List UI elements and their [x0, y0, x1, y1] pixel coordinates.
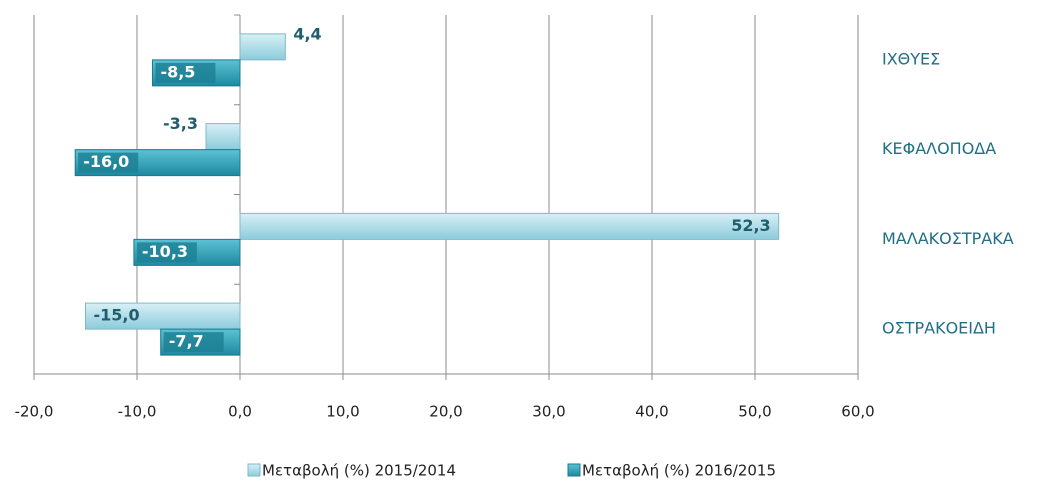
legend-label: Μεταβολή (%) 2015/2014: [262, 462, 456, 480]
data-label-bg: [155, 62, 216, 83]
data-label: -10,3: [142, 242, 188, 261]
data-label-bg: [163, 332, 224, 353]
category-label: ΙΧΘΥΕΣ: [882, 49, 940, 68]
category-label: ΚΕΦΑΛΟΠΟΔΑ: [882, 139, 996, 158]
category-label: ΟΣΤΡΑΚΟΕΙΔΗ: [882, 319, 996, 338]
x-tick-label: -20,0: [15, 403, 54, 421]
data-label: -16,0: [83, 152, 129, 171]
x-tick-label: 50,0: [738, 403, 771, 421]
legend-swatch: [247, 463, 261, 477]
data-label: -3,3: [163, 114, 198, 133]
data-label: -15,0: [94, 306, 140, 325]
x-tick-label: 40,0: [635, 403, 668, 421]
bar: [239, 212, 780, 240]
x-tick-label: 60,0: [841, 403, 874, 421]
bar: [239, 33, 286, 61]
data-label-bg: [78, 152, 139, 173]
legend-swatch: [567, 463, 581, 477]
legend-label: Μεταβολή (%) 2016/2015: [582, 462, 776, 480]
x-tick-label: 30,0: [532, 403, 565, 421]
bar: [205, 123, 241, 151]
data-label-bg: [136, 242, 197, 263]
x-tick-label: 0,0: [228, 403, 252, 421]
x-tick-label: 20,0: [429, 403, 462, 421]
data-label: -7,7: [169, 332, 204, 351]
category-label: ΜΑΛΑΚΟΣΤΡΑΚΑ: [882, 229, 1014, 248]
x-tick-label: -10,0: [118, 403, 157, 421]
bar: [85, 302, 241, 330]
data-label: 52,3: [731, 216, 770, 235]
x-tick-label: 10,0: [326, 403, 359, 421]
data-label: 4,4: [293, 24, 321, 43]
data-label: -8,5: [160, 62, 195, 81]
